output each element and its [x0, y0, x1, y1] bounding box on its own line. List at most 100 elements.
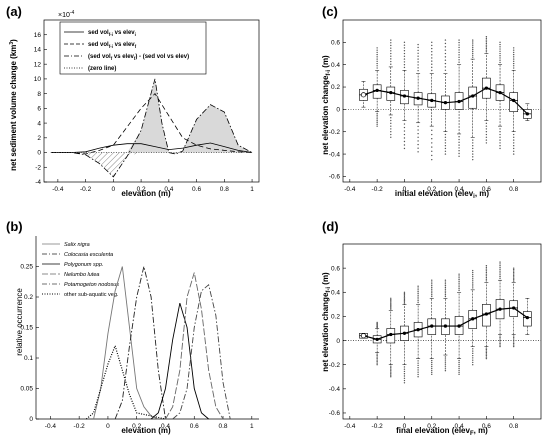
outlier-point: [512, 341, 515, 343]
trend-point: [471, 317, 475, 321]
outlier-point: [444, 362, 447, 364]
outlier-point: [512, 279, 515, 281]
y-tick-label: -0.6: [329, 174, 341, 181]
x-tick-label: 1: [250, 423, 254, 430]
trend-point: [457, 99, 461, 104]
outlier-point: [431, 51, 433, 53]
outlier-point: [390, 365, 392, 367]
outlier-point: [431, 292, 433, 294]
y-tick-label: 0.05: [20, 386, 33, 393]
outlier-point: [485, 42, 488, 45]
y-tick-label: -0.6: [329, 410, 341, 417]
outlier-point: [499, 338, 501, 340]
outlier-point: [499, 266, 501, 269]
outlier-point: [458, 56, 460, 59]
outlier-point: [390, 128, 392, 130]
outlier-point: [485, 280, 488, 282]
outlier-point: [417, 296, 419, 298]
legend-salix: Salix nigra: [64, 242, 90, 248]
outlier-point: [403, 130, 406, 132]
panel-label-d: (d): [322, 219, 339, 234]
outlier-point: [431, 367, 433, 370]
outlier-point: [417, 371, 419, 373]
outlier-point: [417, 367, 419, 369]
outlier-point: [390, 63, 392, 65]
outlier-point: [417, 125, 419, 128]
outlier-point: [403, 370, 406, 373]
outlier-point: [431, 284, 433, 287]
outlier-point: [444, 360, 447, 362]
outlier-point: [431, 369, 433, 372]
outlier-point: [458, 136, 460, 138]
outlier-point: [485, 351, 488, 354]
area-negative: [50, 152, 253, 177]
outlier-point: [458, 273, 460, 275]
outlier-point: [431, 158, 433, 161]
outlier-point: [499, 344, 501, 346]
legend-entry-1: sed volf-i vs elevi: [88, 30, 136, 37]
outlier-point: [403, 52, 406, 55]
species-line-6: [85, 343, 166, 420]
outlier-point: [431, 154, 433, 157]
outlier-point: [444, 295, 447, 298]
outlier-point: [390, 300, 392, 302]
outlier-point: [512, 338, 515, 340]
trend-point: [525, 315, 529, 320]
outlier-point: [417, 290, 419, 293]
outlier-point: [390, 297, 392, 300]
x-tick-label: 0.8: [509, 186, 518, 193]
outlier-point: [417, 61, 419, 63]
outlier-point: [499, 133, 501, 136]
outlier-point: [472, 50, 474, 53]
trend-point: [416, 328, 420, 332]
outlier-point: [472, 348, 474, 350]
y-tick-label: -4: [35, 179, 41, 186]
outlier-point: [403, 368, 406, 370]
outlier-point: [376, 321, 378, 324]
panel-label-c: (c): [322, 4, 338, 19]
outlier-point: [376, 60, 378, 63]
outlier-point: [458, 284, 460, 286]
outlier-point: [472, 56, 474, 58]
y-tick-label: 4: [37, 120, 41, 127]
outlier-point: [390, 42, 392, 44]
outlier-point: [390, 368, 392, 370]
outlier-point: [417, 289, 419, 291]
outlier-point: [472, 279, 474, 281]
outlier-point: [390, 122, 392, 125]
outlier-point: [403, 140, 406, 143]
outlier-point: [512, 51, 515, 54]
outlier-point: [444, 142, 447, 144]
plot-frame: [43, 19, 260, 183]
outlier-point: [444, 59, 447, 61]
outlier-point: [431, 361, 433, 364]
outlier-point: [403, 58, 406, 60]
x-tick-label: 0.4: [164, 186, 173, 193]
outlier-point: [472, 153, 474, 155]
outlier-point: [472, 142, 474, 144]
outlier-point: [472, 139, 474, 141]
trend-point: [389, 332, 393, 337]
y-tick-label: 0: [37, 150, 41, 157]
panel-c-plot: -0.4 -0.2 0 0.2 0.4 0.6 0.8-0.6-0.4-0.200.20.4…: [329, 19, 542, 193]
outlier-point: [417, 364, 419, 367]
outlier-point: [376, 359, 378, 361]
outlier-point: [485, 268, 488, 270]
x-tick-label: 0.6: [482, 186, 491, 193]
outlier-point: [403, 47, 406, 49]
outlier-point: [512, 277, 515, 279]
legend-nelumbo: Nelumbo lutea: [64, 272, 99, 278]
trend-point: [443, 101, 448, 105]
outlier-point: [431, 47, 433, 50]
outlier-point: [444, 286, 447, 289]
outlier-point: [417, 49, 419, 52]
y-tick-label: -0.2: [329, 129, 341, 136]
outlier-point: [417, 294, 419, 296]
trend-point: [360, 333, 367, 339]
outlier-point: [458, 286, 460, 288]
outlier-point: [499, 57, 501, 59]
outlier-point: [499, 263, 501, 265]
outlier-point: [512, 271, 515, 274]
outlier-point: [417, 140, 419, 142]
panel-d-ylabel: net elevation changef-i (m): [321, 272, 332, 372]
